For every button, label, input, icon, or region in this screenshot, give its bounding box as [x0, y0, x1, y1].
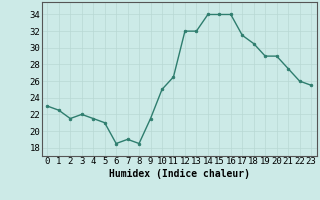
X-axis label: Humidex (Indice chaleur): Humidex (Indice chaleur) — [109, 169, 250, 179]
